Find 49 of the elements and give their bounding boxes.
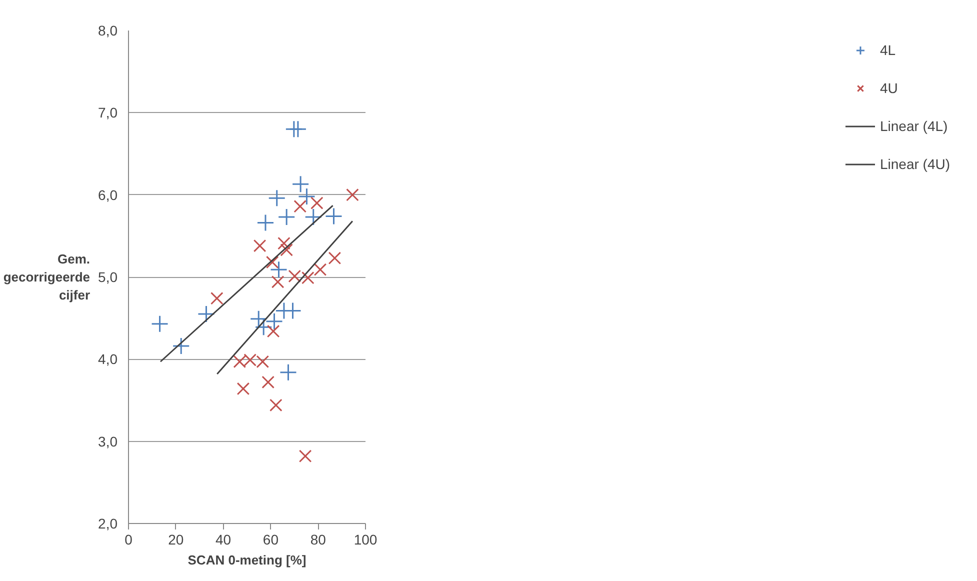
point: [172, 337, 190, 355]
point: [262, 376, 274, 389]
x-tick-label: 60: [262, 532, 279, 548]
point: [289, 120, 307, 138]
point: [298, 188, 316, 206]
x-tick-label: 80: [310, 532, 326, 548]
point: [266, 256, 279, 269]
point: [270, 398, 282, 412]
point: [304, 208, 322, 226]
legend-label: 4L: [880, 42, 897, 58]
y-tick-label: 3,0: [98, 433, 118, 450]
point: [292, 175, 310, 193]
y-tick-label: 8,0: [98, 22, 118, 38]
point: [266, 324, 280, 338]
point: [328, 252, 342, 265]
x-tick-label: 40: [216, 532, 232, 548]
x-axis-title: SCAN 0-meting [%]: [188, 552, 306, 568]
point: [310, 196, 324, 210]
legend-label: Linear (4L): [880, 118, 948, 134]
y-tick-label: 6,0: [98, 186, 118, 203]
point: [278, 208, 296, 226]
y-tick-label: 4,0: [98, 351, 118, 368]
point: [253, 239, 266, 252]
point: [268, 189, 286, 207]
point: [298, 450, 312, 463]
legend-label: Linear (4U): [880, 156, 950, 172]
point: [324, 207, 342, 225]
point: [236, 382, 250, 396]
y-tick-label: 5,0: [98, 269, 118, 285]
y-axis-title: Gem. gecorrigeerde cijfer: [3, 252, 90, 302]
point: [250, 310, 268, 328]
point: [256, 214, 274, 232]
x-tick-label: 100: [354, 532, 378, 548]
point: [151, 315, 169, 333]
point: [314, 263, 327, 276]
point: [197, 305, 215, 323]
point: [278, 236, 290, 250]
point: [279, 364, 297, 382]
x-tick-label: 0: [124, 532, 133, 548]
point: [294, 200, 306, 213]
legend-label: 4U: [880, 80, 899, 96]
point: [280, 243, 293, 256]
y-tick-label: 7,0: [98, 104, 118, 121]
point: [346, 188, 359, 202]
x-tick-label: 20: [168, 532, 184, 548]
point: [210, 292, 224, 305]
y-tick-label: 2,0: [98, 516, 118, 532]
point: [271, 276, 284, 288]
point: [270, 260, 288, 278]
